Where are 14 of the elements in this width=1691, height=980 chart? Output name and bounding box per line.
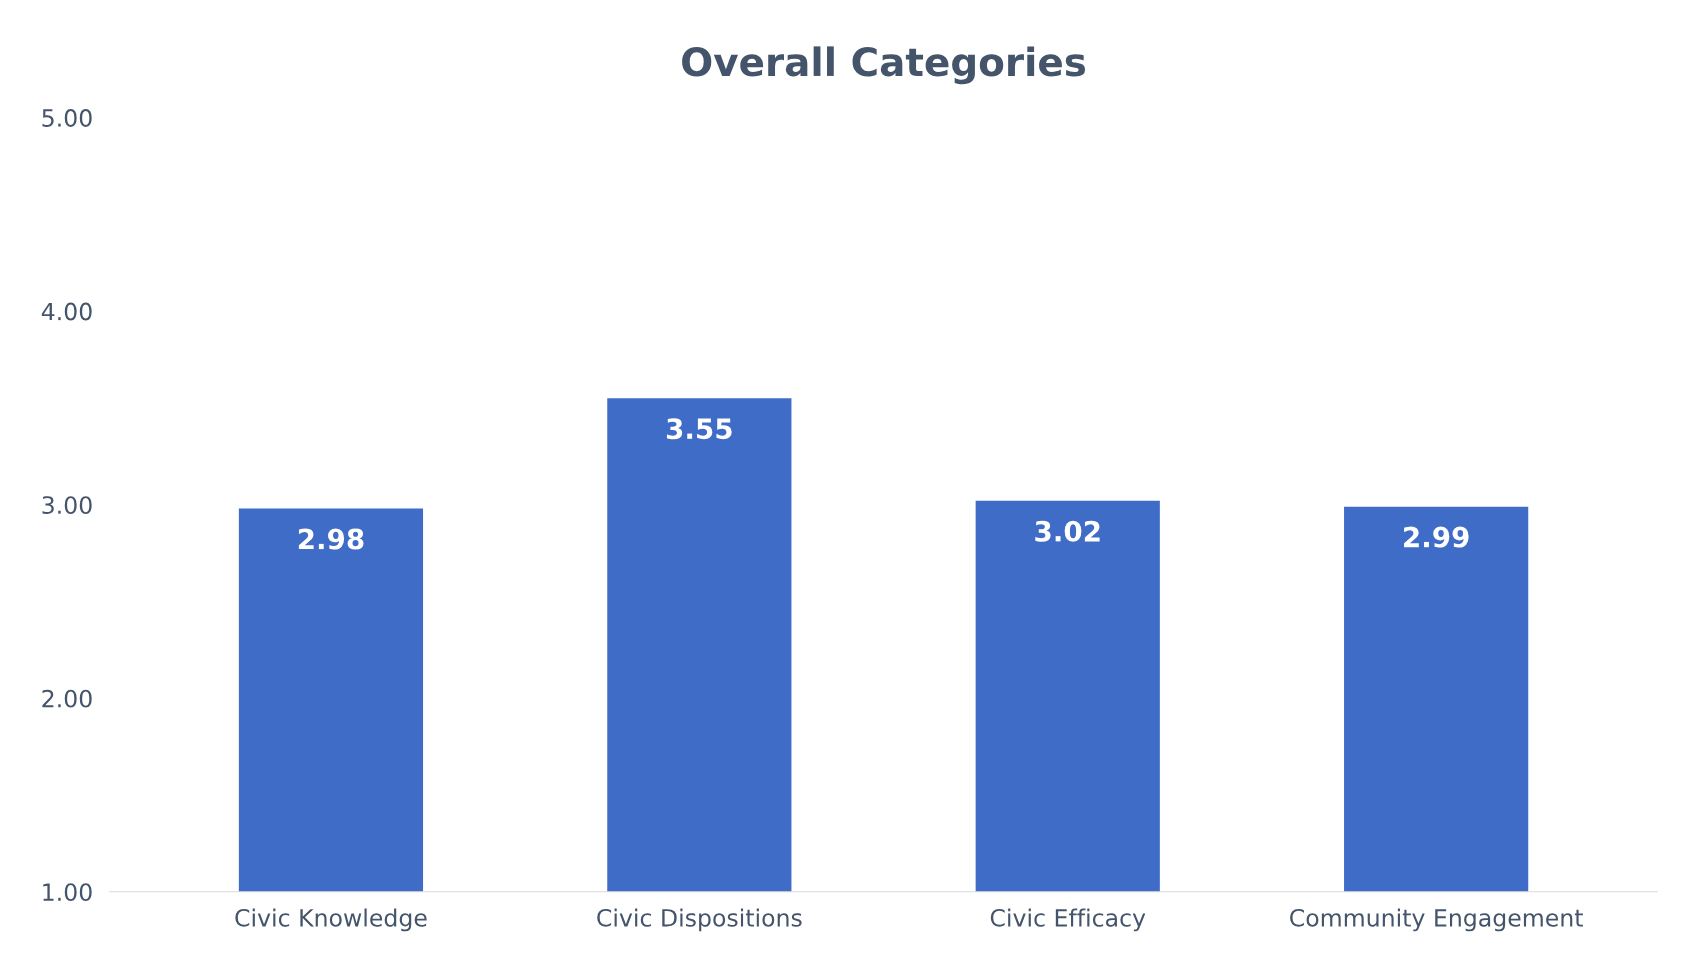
chart-title: Overall Categories bbox=[682, 46, 1086, 85]
data-label: 2.98 bbox=[298, 528, 364, 550]
y-tick-label: 2.00 bbox=[42, 689, 92, 708]
y-tick-label: 1.00 bbox=[43, 883, 92, 902]
y-tick-label: 5.00 bbox=[42, 109, 92, 127]
data-label: 2.99 bbox=[1404, 526, 1469, 548]
data-label: 3.02 bbox=[1035, 520, 1100, 542]
y-tick-label: 4.00 bbox=[41, 302, 92, 321]
x-tick-label: Civic Dispositions bbox=[597, 908, 802, 932]
data-label: 3.55 bbox=[666, 418, 732, 440]
x-tick-label: Civic Efficacy bbox=[990, 908, 1146, 932]
x-tick-label: Civic Knowledge bbox=[235, 908, 427, 932]
x-tick-label: Community Engagement bbox=[1290, 908, 1583, 932]
y-tick-label: 3.00 bbox=[42, 496, 92, 515]
